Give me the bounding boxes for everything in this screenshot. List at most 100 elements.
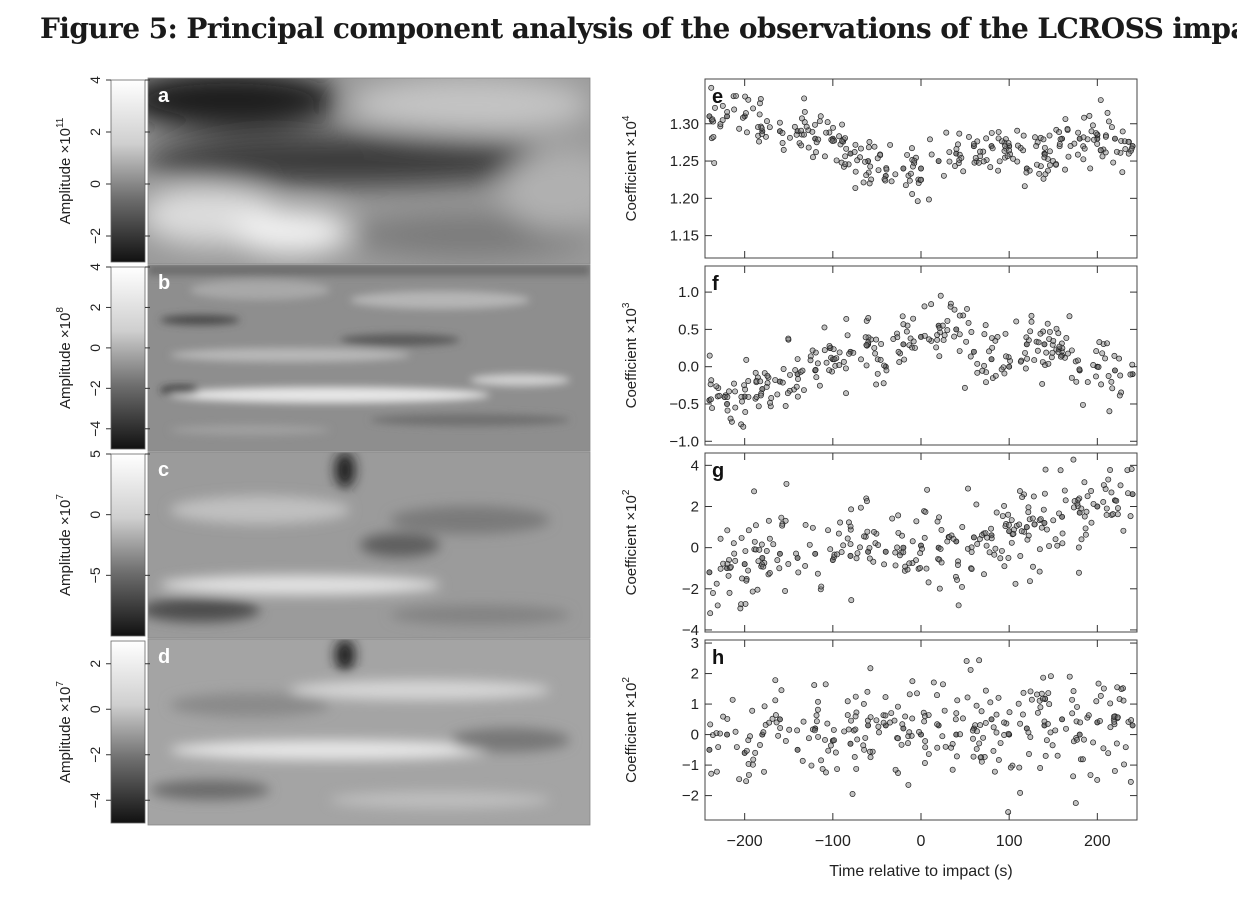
- scatter-point: [745, 527, 752, 534]
- y-tick-label: 0.5: [678, 321, 699, 338]
- scatter-point: [1074, 703, 1081, 710]
- scatter-point: [760, 563, 767, 570]
- scatter-point: [910, 315, 917, 322]
- scatter-point: [944, 327, 951, 334]
- scatter-point: [1047, 729, 1054, 736]
- scatter-point: [780, 366, 787, 372]
- scatter-point: [942, 743, 949, 750]
- scatter-point: [1108, 124, 1115, 131]
- scatter-point: [785, 335, 792, 342]
- scatter-point: [853, 555, 860, 562]
- y-tick-label: −1: [682, 757, 699, 774]
- scatter-point: [867, 163, 874, 170]
- left-panel-c: 5 0 −5 Amplitude ×107 c: [55, 450, 169, 637]
- scatter-point: [848, 506, 855, 513]
- scatter-point: [786, 134, 793, 141]
- scatter-point: [821, 324, 828, 331]
- scatter-point: [725, 572, 732, 579]
- scatter-point: [1057, 136, 1064, 143]
- scatter-point: [772, 677, 779, 684]
- scatter-point: [1056, 129, 1063, 136]
- scatter-point: [1050, 517, 1057, 524]
- scatter-point: [921, 760, 928, 766]
- colorbar-tick-label: 0: [87, 511, 103, 519]
- y-tick-label: 4: [691, 457, 699, 474]
- scatter-point: [899, 313, 906, 320]
- scatter-point: [883, 367, 890, 374]
- scatter-point: [1028, 696, 1035, 703]
- scatter-point: [1012, 580, 1019, 587]
- scatter-point: [873, 717, 880, 724]
- scatter-point: [1107, 700, 1114, 707]
- scatter-point: [976, 657, 983, 664]
- scatter-point: [924, 486, 931, 493]
- data-point: [1041, 341, 1048, 348]
- scatter-point: [811, 682, 818, 689]
- scatter-point: [973, 702, 980, 709]
- scatter-point: [1107, 724, 1114, 731]
- coefficient-axis-label-f: Coefficient ×103: [621, 302, 640, 408]
- scatter-point: [713, 768, 720, 775]
- scatter-point: [934, 518, 941, 525]
- scatter-point: [1052, 536, 1059, 543]
- scatter-point: [950, 535, 957, 542]
- scatter-point: [1027, 328, 1034, 335]
- scatter-point: [1037, 704, 1044, 711]
- scatter-point: [837, 519, 844, 526]
- data-point: [1129, 491, 1136, 498]
- scatter-point: [863, 172, 870, 179]
- scatter-point: [1096, 339, 1103, 346]
- scatter-point: [922, 509, 929, 515]
- scatter-point: [749, 707, 756, 714]
- scatter-point: [1063, 725, 1069, 732]
- scatter-point: [905, 781, 912, 788]
- scatter-point: [1114, 714, 1121, 721]
- scatter-point: [779, 522, 786, 529]
- scatter-point: [742, 93, 749, 100]
- scatter-point: [824, 720, 831, 727]
- scatter-point: [956, 312, 963, 319]
- scatter-point: [957, 731, 964, 738]
- scatter-point: [711, 160, 718, 166]
- scatter-point: [834, 551, 841, 558]
- scatter-point: [948, 532, 955, 539]
- scatter-point: [801, 387, 807, 394]
- data-point: [1006, 363, 1013, 370]
- scatter-point: [857, 544, 863, 551]
- scatter-point: [724, 527, 731, 534]
- scatter-point: [799, 367, 806, 374]
- scatter-point: [939, 322, 946, 329]
- data-point: [935, 158, 942, 164]
- scatter-point: [1023, 334, 1030, 341]
- scatter-point: [1111, 768, 1118, 774]
- scatter-point: [1063, 335, 1070, 341]
- scatter-point: [1040, 136, 1047, 143]
- scatter-point: [733, 744, 740, 750]
- scatter-point: [1072, 800, 1079, 807]
- scatter-point: [890, 336, 897, 342]
- scatter-point: [981, 362, 988, 369]
- scatter-point: [1016, 764, 1023, 771]
- scatter-point: [757, 100, 763, 107]
- scatter-point: [851, 149, 858, 155]
- scatter-point: [801, 95, 808, 102]
- scatter-point: [989, 145, 996, 152]
- scatter-point: [862, 734, 869, 741]
- scatter-point: [750, 756, 757, 763]
- data-point: [1129, 722, 1136, 729]
- scatter-point: [710, 133, 717, 140]
- scatter-point: [882, 694, 889, 701]
- scatter-point: [958, 154, 965, 161]
- data-point: [847, 552, 854, 559]
- scatter-point: [736, 776, 743, 783]
- scatter-point: [1006, 147, 1013, 154]
- scatter-point: [975, 159, 982, 166]
- scatter-point: [867, 714, 874, 721]
- scatter-point: [1100, 685, 1107, 692]
- scatter-point: [1017, 720, 1024, 727]
- scatter-point: [745, 761, 752, 767]
- scatter-plot-g: 4 2 0 −2 −4 Coefficient ×102 g: [621, 452, 1138, 639]
- scatter-point: [1046, 132, 1053, 139]
- scatter-point: [1127, 778, 1134, 785]
- scatter-point: [839, 121, 846, 128]
